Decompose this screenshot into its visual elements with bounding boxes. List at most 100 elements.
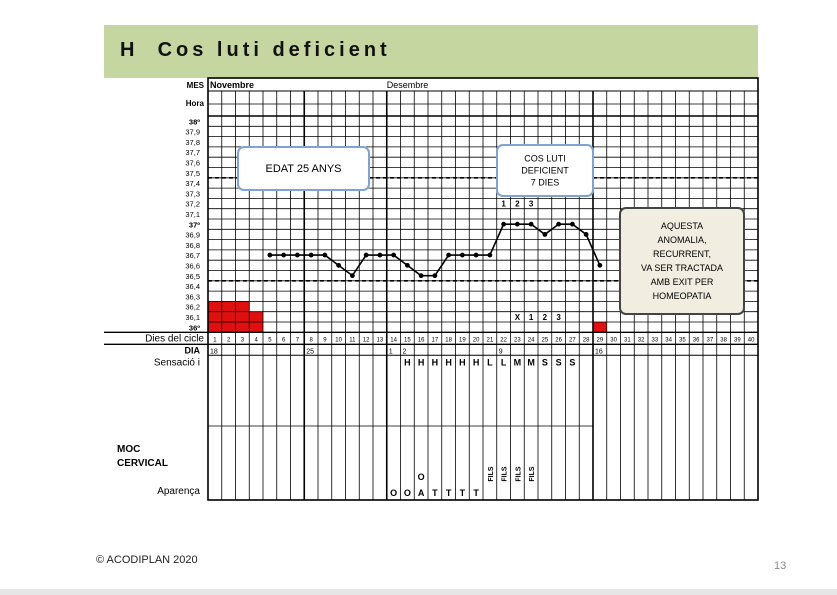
temperature-point [349, 273, 355, 279]
cycle-day-label: 7 [296, 337, 300, 343]
annotation-text: COS LUTI [524, 154, 566, 164]
fils-mark: FILS [515, 466, 522, 481]
row-label-dia: DIA [185, 345, 201, 355]
y-tick-label: 36,7 [185, 251, 200, 260]
dia-label: 25 [306, 348, 314, 355]
annotation-text: VA SER TRACTADA [641, 263, 723, 273]
annotation-text: DEFICIENT [521, 166, 569, 176]
annotation-box-treatment [619, 207, 745, 315]
temperature-point [336, 262, 342, 268]
y-tick-label: 37,7 [185, 148, 200, 157]
temperature-point [363, 252, 369, 258]
sensacio-mark: S [556, 357, 562, 367]
sensacio-mark: M [514, 357, 522, 367]
temperature-point [418, 273, 424, 279]
cycle-day-label: 6 [282, 337, 286, 343]
temperature-point [308, 252, 314, 258]
cycle-day-label: 4 [254, 337, 258, 343]
y-tick-label: 36º [189, 323, 200, 332]
cycle-day-label: 25 [542, 337, 549, 343]
cycle-day-label: 1 [213, 337, 217, 343]
cycle-day-label: 5 [268, 337, 272, 343]
title-text: Cos luti deficient [157, 39, 391, 61]
cycle-day-label: 28 [583, 337, 590, 343]
temperature-point [391, 252, 397, 258]
period-mark [235, 301, 250, 312]
temperature-point [487, 252, 493, 258]
y-tick-label: 37,1 [185, 210, 200, 219]
y-tick-label: 36,8 [185, 241, 200, 250]
row-label-cycle-days: Dies del cicle [145, 333, 204, 344]
title-letter: H [120, 39, 139, 61]
annotation-box-luteal [496, 144, 594, 197]
period-mark [208, 301, 222, 312]
row-label-sensacio: Sensació i [154, 357, 200, 368]
row-label-hora: Hora [186, 99, 205, 108]
cycle-day-label: 9 [323, 337, 327, 343]
temperature-point [569, 221, 575, 227]
period-mark [221, 301, 236, 312]
fils-mark: FILS [488, 466, 495, 481]
y-tick-label: 36,4 [185, 282, 200, 291]
count-label: 2 [515, 200, 520, 209]
y-tick-label: 37,2 [185, 200, 200, 209]
temperature-point [404, 262, 410, 268]
y-tick-label: 37º [189, 220, 200, 229]
cycle-day-label: 31 [624, 337, 631, 343]
fils-mark: FILS [529, 466, 536, 481]
row-label-moc: MOC [117, 444, 140, 455]
cycle-day-label: 35 [679, 337, 686, 343]
period-mark [593, 322, 607, 333]
count-label: 2 [543, 313, 548, 322]
period-mark [235, 311, 250, 322]
sensacio-mark: S [542, 357, 548, 367]
row-label-aparenca: Aparença [157, 486, 200, 497]
count-label: 1 [529, 313, 534, 322]
y-tick-label: 36,9 [185, 231, 200, 240]
cycle-day-label: 2 [227, 337, 231, 343]
temperature-point [514, 221, 520, 227]
dia-label: 1 [389, 348, 393, 355]
temperature-point [377, 252, 383, 258]
temperature-point [267, 252, 273, 258]
period-mark [221, 311, 236, 322]
period-mark [208, 322, 222, 333]
dia-label: 16 [595, 348, 603, 355]
annotation-text: AMB EXIT PER [651, 277, 714, 287]
temperature-point [432, 273, 438, 279]
cycle-day-label: 24 [528, 337, 535, 343]
annotation-box-age [237, 146, 370, 191]
cycle-day-label: 20 [473, 337, 480, 343]
period-mark [249, 311, 263, 322]
annotation-text: EDAT 25 ANYS [265, 163, 341, 175]
temperature-point [556, 221, 562, 227]
sensacio-mark: H [473, 357, 480, 367]
dia-label: 9 [499, 348, 503, 355]
cycle-day-label: 21 [487, 337, 494, 343]
y-tick-label: 36,2 [185, 303, 200, 312]
sensacio-mark: M [527, 357, 535, 367]
cycle-day-label: 18 [445, 337, 452, 343]
annotation-text: 7 DIES [531, 178, 560, 188]
period-mark [249, 322, 263, 333]
y-tick-label: 37,9 [185, 128, 200, 137]
aparenca-mark: T [460, 488, 466, 498]
sensacio-mark: H [432, 357, 439, 367]
dia-label: 18 [210, 348, 218, 355]
cycle-day-label: 10 [335, 337, 342, 343]
title-bar: H Cos luti deficient [104, 25, 758, 78]
cycle-day-label: 36 [693, 337, 700, 343]
y-tick-label: 37,6 [185, 159, 200, 168]
aparenca-mark: A [418, 488, 425, 498]
cycle-day-label: 33 [652, 337, 659, 343]
cycle-day-label: 22 [500, 337, 507, 343]
fils-mark: FILS [502, 466, 509, 481]
y-tick-label: 36,5 [185, 272, 200, 281]
cycle-day-label: 26 [555, 337, 562, 343]
count-label: 3 [529, 200, 534, 209]
cycle-day-label: 30 [610, 337, 617, 343]
y-tick-label: 36,3 [185, 292, 200, 301]
annotation-text: RECURRENT, [653, 249, 711, 259]
copyright: © ACODIPLAN 2020 [96, 554, 198, 566]
